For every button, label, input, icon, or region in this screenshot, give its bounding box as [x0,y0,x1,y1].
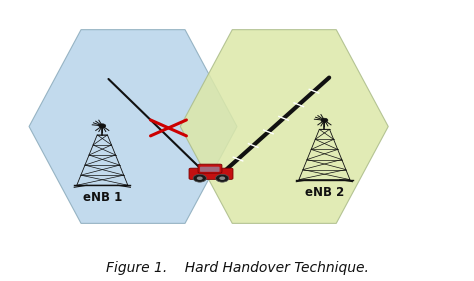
FancyBboxPatch shape [198,164,222,173]
Polygon shape [29,30,237,223]
Polygon shape [180,30,388,223]
FancyBboxPatch shape [200,167,219,172]
Circle shape [99,124,106,128]
Circle shape [197,176,203,180]
Circle shape [219,176,225,180]
Circle shape [216,174,229,182]
Circle shape [193,174,206,182]
Circle shape [321,118,328,122]
Text: Figure 1.    Hard Handover Technique.: Figure 1. Hard Handover Technique. [106,261,368,275]
FancyBboxPatch shape [189,168,233,179]
Text: eNB 1: eNB 1 [82,191,122,204]
Text: eNB 2: eNB 2 [305,186,344,199]
